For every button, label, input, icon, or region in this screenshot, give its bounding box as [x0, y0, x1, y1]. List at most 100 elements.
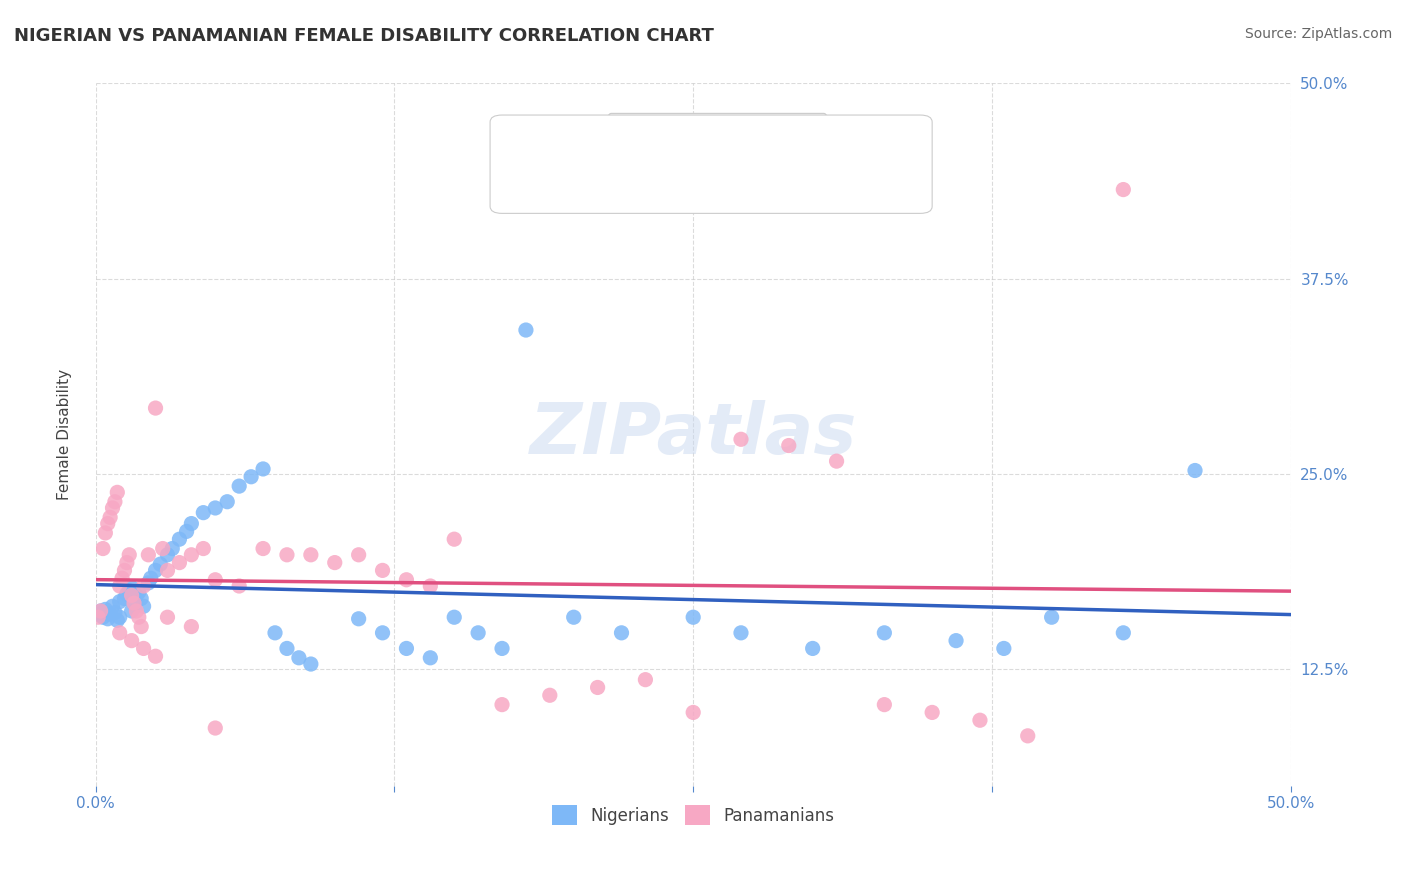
Point — [180, 516, 202, 531]
Point — [276, 641, 298, 656]
Point — [610, 625, 633, 640]
Point — [276, 548, 298, 562]
Point — [323, 556, 346, 570]
Point — [240, 469, 263, 483]
Point — [122, 596, 145, 610]
Point — [730, 625, 752, 640]
Point — [139, 571, 162, 585]
Point — [98, 510, 121, 524]
Point — [778, 438, 800, 452]
Point — [129, 591, 152, 606]
Point — [125, 604, 148, 618]
Point — [105, 485, 128, 500]
Point — [395, 573, 418, 587]
Legend: Nigerians, Panamanians: Nigerians, Panamanians — [543, 797, 844, 834]
Point — [204, 721, 226, 735]
Point — [395, 641, 418, 656]
Point — [1017, 729, 1039, 743]
Point — [347, 612, 370, 626]
Point — [1112, 625, 1135, 640]
Text: Source: ZipAtlas.com: Source: ZipAtlas.com — [1244, 27, 1392, 41]
Point — [682, 610, 704, 624]
Point — [193, 506, 215, 520]
Point — [586, 681, 609, 695]
Point — [945, 633, 967, 648]
Point — [108, 610, 131, 624]
Point — [299, 548, 322, 562]
Point — [121, 581, 143, 595]
Point — [118, 583, 141, 598]
Point — [90, 604, 112, 618]
Point — [91, 610, 114, 624]
Point — [217, 494, 239, 508]
Point — [132, 641, 155, 656]
Point — [97, 516, 120, 531]
Point — [121, 633, 143, 648]
Point — [371, 563, 394, 577]
Point — [145, 649, 167, 664]
Point — [145, 563, 167, 577]
Point — [288, 650, 311, 665]
Point — [105, 613, 128, 627]
Point — [228, 579, 250, 593]
Point — [228, 479, 250, 493]
Point — [128, 610, 150, 624]
Point — [156, 610, 179, 624]
Point — [125, 588, 148, 602]
Point — [515, 323, 537, 337]
Point — [104, 606, 127, 620]
Point — [419, 579, 441, 593]
Point — [156, 563, 179, 577]
Point — [129, 619, 152, 633]
Point — [730, 432, 752, 446]
Point — [538, 688, 561, 702]
Point — [1040, 610, 1063, 624]
FancyBboxPatch shape — [491, 115, 932, 213]
Point — [118, 548, 141, 562]
Point — [108, 594, 131, 608]
Point — [180, 548, 202, 562]
Point — [264, 625, 287, 640]
Point — [98, 607, 121, 621]
Point — [204, 500, 226, 515]
Point — [94, 525, 117, 540]
Point — [121, 588, 143, 602]
Point — [132, 599, 155, 614]
Point — [111, 571, 134, 585]
Point — [467, 625, 489, 640]
Point — [993, 641, 1015, 656]
Point — [138, 548, 160, 562]
Point — [115, 556, 138, 570]
Point — [443, 532, 465, 546]
Point — [825, 454, 848, 468]
Point — [169, 532, 191, 546]
Point — [87, 607, 110, 621]
Point — [91, 541, 114, 556]
Point — [101, 599, 124, 614]
Point — [562, 610, 585, 624]
Point — [169, 556, 191, 570]
Point — [371, 625, 394, 640]
Point — [101, 500, 124, 515]
Point — [491, 698, 513, 712]
Point — [114, 563, 136, 577]
Point — [419, 650, 441, 665]
Point — [149, 557, 172, 571]
Point — [176, 524, 198, 539]
Point — [162, 541, 184, 556]
Point — [114, 591, 136, 606]
Point — [132, 579, 155, 593]
Point — [193, 541, 215, 556]
Point — [969, 713, 991, 727]
Point — [108, 579, 131, 593]
Text: NIGERIAN VS PANAMANIAN FEMALE DISABILITY CORRELATION CHART: NIGERIAN VS PANAMANIAN FEMALE DISABILITY… — [14, 27, 714, 45]
Point — [115, 587, 138, 601]
Point — [108, 625, 131, 640]
Point — [128, 585, 150, 599]
Point — [252, 462, 274, 476]
Y-axis label: Female Disability: Female Disability — [58, 369, 72, 500]
Point — [801, 641, 824, 656]
Point — [491, 641, 513, 656]
Point — [1184, 463, 1206, 477]
Point — [921, 706, 943, 720]
